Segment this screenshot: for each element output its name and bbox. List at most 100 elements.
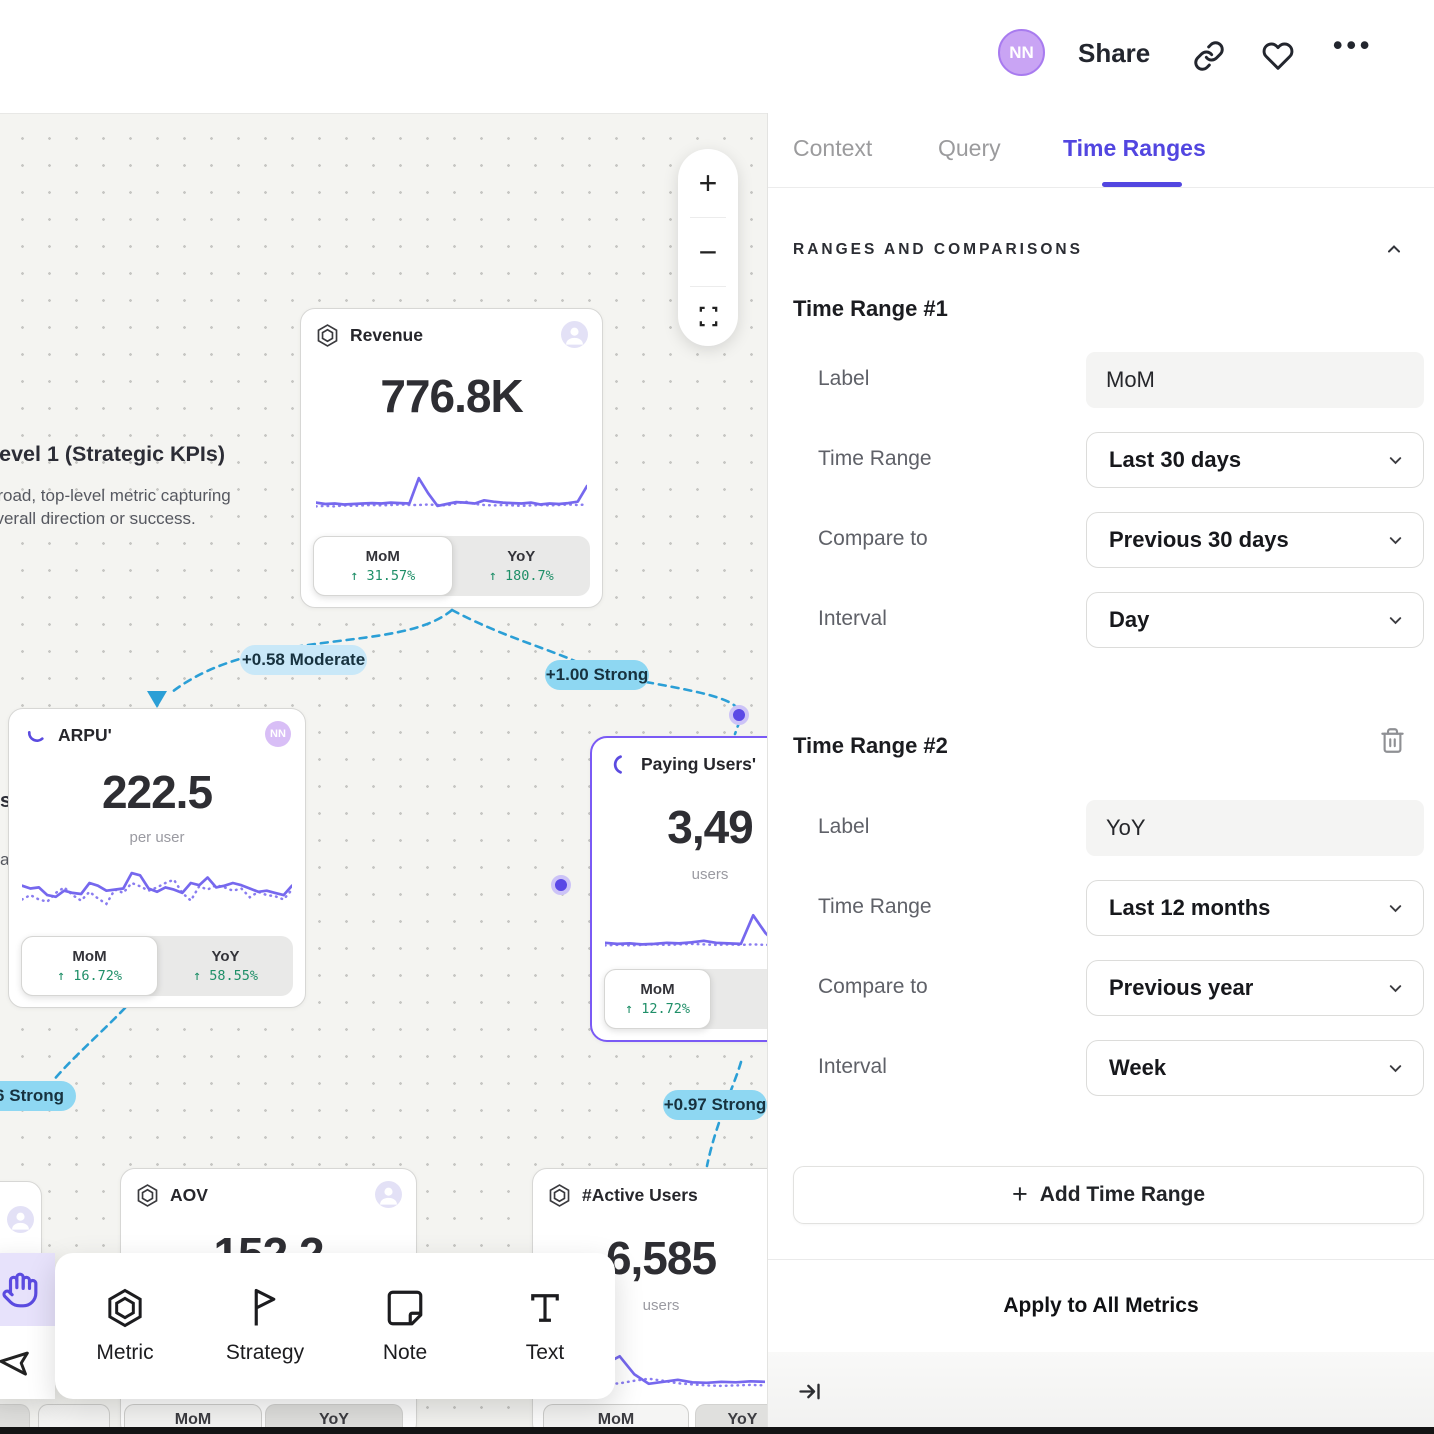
metric-value: 222.5: [101, 766, 213, 818]
settings-panel: Context Query Time Ranges RANGES AND COM…: [767, 113, 1434, 1434]
chevron-down-icon: [1389, 616, 1402, 624]
toggle-yoy[interactable]: YoY ↑ 58.55%: [192, 948, 259, 984]
interval-select[interactable]: Week: [1086, 1040, 1424, 1096]
annotation-body: Broad, top-level metric capturing overal…: [0, 486, 231, 528]
field-label: Time Range: [818, 447, 932, 470]
chevron-up-icon[interactable]: [1384, 239, 1404, 259]
tool-text[interactable]: Text: [475, 1253, 615, 1399]
annotation-title: Level 1 (Strategic KPIs): [0, 442, 225, 466]
favorite-button[interactable]: [1262, 40, 1294, 72]
toggle-mom[interactable]: MoM ↑ 12.72%: [604, 969, 711, 1029]
toggle-yoy[interactable]: [711, 969, 767, 1029]
toggle-mom[interactable]: MoM ↑ 31.57%: [313, 536, 453, 596]
card-title: #Active Users: [582, 1184, 698, 1205]
chevron-down-icon: [1389, 536, 1402, 544]
field-label: Compare to: [818, 975, 928, 998]
arrowhead-icon: [147, 691, 167, 708]
metric-unit: users: [642, 1297, 680, 1314]
plus-icon: +: [1011, 1178, 1028, 1209]
field-label: Label: [818, 815, 870, 838]
label-input[interactable]: [1086, 352, 1424, 408]
chevron-down-icon: [1389, 904, 1402, 912]
tab-query[interactable]: Query: [938, 135, 1001, 161]
card-title: ARPU': [58, 724, 112, 745]
metric-unit: per user: [129, 829, 185, 846]
metric-card-paying-users[interactable]: Paying Users' 3,49 users MoM ↑ 12.72%: [590, 736, 767, 1042]
metric-tree-canvas[interactable]: Level 1 (Strategic KPIs) Broad, top-leve…: [0, 113, 767, 1434]
hand-icon: [1, 1272, 37, 1307]
panel-footer: [768, 1352, 1434, 1434]
sparkline-chart: [314, 461, 589, 520]
correlation-badge[interactable]: +0.97 Strong: [663, 1090, 767, 1120]
user-avatar[interactable]: NN: [998, 29, 1045, 76]
tab-time-ranges[interactable]: Time Ranges: [1063, 135, 1206, 161]
tool-metric[interactable]: Metric: [55, 1253, 195, 1399]
apply-to-all-metrics-button[interactable]: Apply to All Metrics: [768, 1259, 1434, 1353]
text-icon: [531, 1294, 559, 1322]
sparkline-chart: [603, 896, 767, 959]
clipped-text-fragment: s: [0, 790, 12, 812]
zoom-in-button[interactable]: +: [698, 165, 718, 201]
delete-range-button[interactable]: [1379, 727, 1406, 756]
tool-strategy[interactable]: Strategy: [195, 1253, 335, 1399]
chevron-down-icon: [1389, 1064, 1402, 1072]
time-range-select[interactable]: Last 12 months: [1086, 880, 1424, 936]
correlation-badge[interactable]: +0.58 Moderate: [240, 645, 367, 675]
more-options-button[interactable]: •••: [1333, 30, 1374, 60]
owner-avatar-icon: [561, 321, 588, 348]
toggle-mom[interactable]: MoM ↑ 16.72%: [21, 936, 158, 996]
compare-to-select[interactable]: Previous 30 days: [1086, 512, 1424, 568]
top-header: NN Share •••: [0, 0, 1434, 113]
compare-to-select[interactable]: Previous year: [1086, 960, 1424, 1016]
heart-icon: [1262, 42, 1294, 70]
chevron-down-icon: [1389, 456, 1402, 464]
note-icon: [387, 1290, 423, 1326]
select-tool-button[interactable]: [0, 1326, 55, 1399]
connector-handle[interactable]: [729, 705, 749, 725]
share-button[interactable]: Share: [1078, 38, 1151, 68]
section-header[interactable]: RANGES AND COMPARISONS: [793, 241, 1083, 258]
time-range-select[interactable]: Last 30 days: [1086, 432, 1424, 488]
connector-handle[interactable]: [551, 875, 571, 895]
timerange-toggle: MoM ↑ 16.72% YoY ↑ 58.55%: [21, 936, 293, 996]
metric-card-revenue[interactable]: Revenue 776.8K MoM ↑ 31.57% YoY ↑ 180.7%: [300, 308, 603, 608]
field-label: Interval: [818, 607, 887, 630]
range-2-title: Time Range #2: [793, 733, 948, 758]
correlation-badge[interactable]: +1.00 Strong: [545, 660, 649, 690]
metric-card-arpu[interactable]: ARPU' NN 222.5 per user MoM ↑ 16.72% YoY…: [8, 708, 306, 1008]
field-label: Label: [818, 367, 870, 390]
zoom-out-button[interactable]: −: [698, 234, 718, 270]
correlation-badge[interactable]: 66 Strong: [0, 1081, 76, 1111]
zoom-controls: + −: [678, 149, 738, 346]
field-label: Compare to: [818, 527, 928, 550]
cursor-icon: [0, 1351, 29, 1376]
tab-context[interactable]: Context: [793, 135, 873, 161]
fit-view-icon[interactable]: [697, 305, 720, 328]
panel-tabs: Context Query Time Ranges: [768, 113, 1434, 188]
sparkline-chart: [20, 857, 294, 924]
field-label: Interval: [818, 1055, 887, 1078]
loading-arc-icon: [606, 752, 631, 777]
label-input[interactable]: [1086, 800, 1424, 856]
interval-select[interactable]: Day: [1086, 592, 1424, 648]
add-time-range-button[interactable]: + Add Time Range: [793, 1166, 1424, 1224]
copy-link-button[interactable]: [1193, 40, 1225, 72]
metric-hexagon-icon: [108, 1288, 142, 1328]
owner-avatar-icon: [375, 1181, 402, 1208]
field-label: Time Range: [818, 895, 932, 918]
bottom-edge-bar: [0, 1427, 1434, 1434]
link-icon: [1194, 41, 1224, 71]
clipped-text-fragment: a: [0, 850, 10, 869]
metric-value: 3,49: [667, 801, 754, 853]
metric-hexagon-icon: [547, 1183, 572, 1208]
toggle-yoy[interactable]: YoY ↑ 180.7%: [488, 548, 554, 584]
collapse-panel-button[interactable]: [796, 1378, 823, 1405]
flag-icon: [254, 1288, 276, 1326]
chevron-down-icon: [1389, 984, 1402, 992]
metric-unit: users: [691, 866, 729, 883]
loading-arc-icon: [23, 723, 48, 748]
level-annotation: Level 1 (Strategic KPIs) Broad, top-leve…: [0, 442, 286, 530]
hand-tool-button[interactable]: [0, 1253, 55, 1326]
metric-hexagon-icon: [135, 1183, 160, 1208]
tool-note[interactable]: Note: [335, 1253, 475, 1399]
